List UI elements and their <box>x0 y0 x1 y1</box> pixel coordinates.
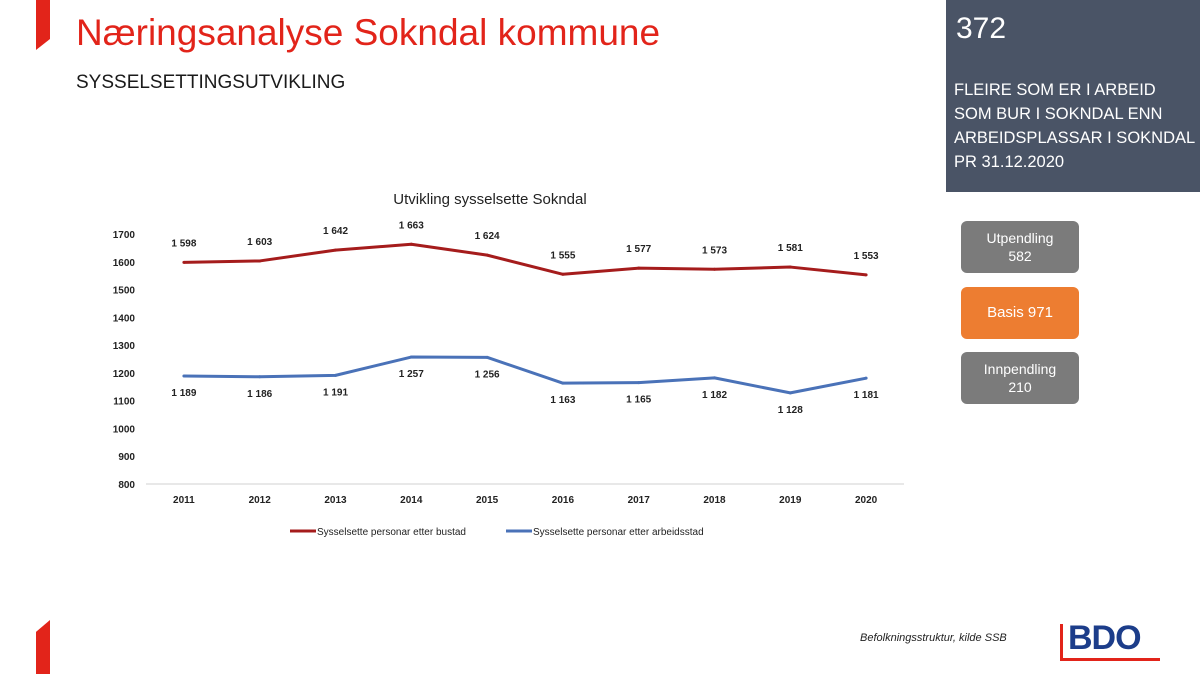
basis-box: Basis 971 <box>961 287 1079 339</box>
y-tick-label: 1400 <box>113 313 136 324</box>
info-panel-text: FLEIRE SOM ER I ARBEID SOM BUR I SOKNDAL… <box>954 78 1195 174</box>
y-tick-label: 1300 <box>113 341 136 352</box>
series-bustad-point <box>182 260 186 264</box>
series-bustad-line <box>183 242 867 277</box>
x-tick-label: 2019 <box>779 495 802 506</box>
data-label: 1 642 <box>323 226 348 237</box>
accent-bar-top <box>36 0 50 50</box>
basis-label: Basis 971 <box>987 304 1053 321</box>
info-panel-line: FLEIRE SOM ER I ARBEID <box>954 81 1156 99</box>
data-label: 1 165 <box>626 395 651 406</box>
series-bustad-point <box>788 265 792 269</box>
series-arbeidsstad-point <box>637 381 641 385</box>
data-label: 1 573 <box>702 245 727 256</box>
data-label: 1 598 <box>171 238 196 249</box>
y-tick-label: 1100 <box>113 397 135 408</box>
page-subtitle: SYSSELSETTINGSUTVIKLING <box>76 72 346 93</box>
series-arbeidsstad-point <box>561 381 565 385</box>
data-label: 1 555 <box>550 250 575 261</box>
x-tick-label: 2015 <box>476 495 499 506</box>
data-label: 1 189 <box>171 388 196 399</box>
series-bustad-point <box>258 259 262 263</box>
innpendling-value: 210 <box>1008 379 1032 395</box>
y-tick-label: 1200 <box>113 369 136 380</box>
utpendling-box: Utpendling 582 <box>961 221 1079 273</box>
data-label: 1 603 <box>247 237 272 248</box>
series-arbeidsstad-point <box>409 355 413 359</box>
series-bustad-point <box>409 242 413 246</box>
series-arbeidsstad-point <box>258 375 262 379</box>
x-tick-label: 2016 <box>552 495 575 506</box>
data-label: 1 191 <box>323 387 348 398</box>
info-panel-line: SOM BUR I SOKNDAL ENN <box>954 105 1163 123</box>
y-tick-label: 800 <box>118 480 135 491</box>
data-label: 1 163 <box>550 395 575 406</box>
series-bustad-point <box>864 273 868 277</box>
logo-text: BDO <box>1068 619 1142 657</box>
series-bustad-point <box>561 272 565 276</box>
x-tick-label: 2011 <box>173 495 195 506</box>
series-bustad-point <box>713 267 716 271</box>
utpendling-label: Utpendling <box>986 230 1054 246</box>
x-tick-label: 2012 <box>249 495 272 506</box>
info-panel-line: PR 31.12.2020 <box>954 153 1065 171</box>
legend-label: Sysselsette personar etter arbeidsstad <box>533 527 704 538</box>
series-arbeidsstad-point <box>182 374 186 378</box>
x-tick-label: 2018 <box>703 495 726 506</box>
data-label: 1 663 <box>399 220 424 231</box>
data-label: 1 186 <box>247 389 272 400</box>
source-note: Befolkningsstruktur, kilde SSB <box>860 632 1007 644</box>
data-label: 1 182 <box>702 390 727 401</box>
data-label: 1 128 <box>778 405 803 416</box>
innpendling-label: Innpendling <box>983 361 1057 377</box>
info-panel: 372 FLEIRE SOM ER I ARBEID SOM BUR I SOK… <box>946 0 1200 192</box>
legend-label: Sysselsette personar etter bustad <box>317 527 466 538</box>
data-label: 1 624 <box>475 231 500 242</box>
page-title: Næringsanalyse Sokndal kommune <box>76 12 661 53</box>
series-bustad-point <box>637 266 641 270</box>
x-tick-label: 2020 <box>855 495 878 506</box>
series-bustad-point <box>334 248 337 252</box>
y-tick-label: 1000 <box>113 424 136 435</box>
data-label: 1 257 <box>399 369 424 380</box>
bdo-logo: BDO <box>1060 618 1160 662</box>
series-arbeidsstad-point <box>485 355 489 359</box>
series-bustad-point <box>485 253 489 257</box>
logo-bracket <box>1060 624 1063 660</box>
data-label: 1 256 <box>475 369 500 380</box>
data-label: 1 577 <box>626 244 651 255</box>
utpendling-value: 582 <box>1008 248 1032 264</box>
data-label: 1 581 <box>778 243 803 254</box>
data-label: 1 553 <box>854 251 879 262</box>
y-tick-label: 1500 <box>113 286 136 297</box>
series-arbeidsstad-point <box>713 376 716 380</box>
info-panel-number: 372 <box>956 12 1007 45</box>
y-tick-label: 1700 <box>113 230 136 241</box>
x-tick-label: 2014 <box>400 495 423 506</box>
series-arbeidsstad-point <box>334 373 337 377</box>
series-arbeidsstad-point <box>788 391 792 395</box>
innpendling-box: Innpendling 210 <box>961 352 1079 404</box>
accent-bar-bottom <box>36 620 50 674</box>
series-arbeidsstad-point <box>864 376 868 380</box>
data-label: 1 181 <box>854 390 879 401</box>
x-tick-label: 2013 <box>324 495 347 506</box>
chart-title: Utvikling sysselsette Sokndal <box>393 191 587 208</box>
y-tick-label: 1600 <box>113 258 136 269</box>
logo-underline <box>1060 658 1160 661</box>
series-arbeidsstad-line <box>183 355 867 395</box>
y-tick-label: 900 <box>118 452 135 463</box>
x-tick-label: 2017 <box>628 495 651 506</box>
info-panel-line: ARBEIDSPLASSAR I SOKNDAL <box>954 129 1196 147</box>
